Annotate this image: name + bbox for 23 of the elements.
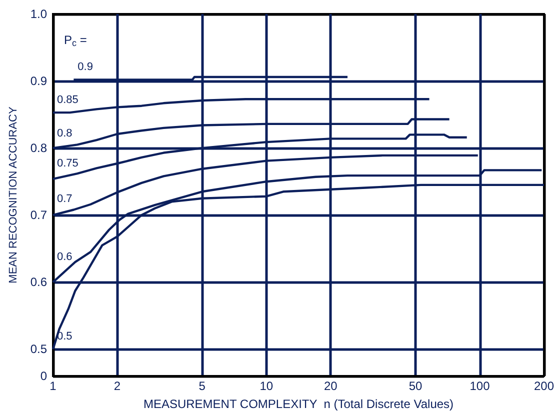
y-tick-label: 1.0	[30, 7, 48, 21]
series-label: 0.7	[57, 192, 72, 205]
x-axis-title: MEASUREMENT COMPLEXITY n (Total Discrete Values)	[143, 397, 454, 411]
y-tick-label: 0.5	[30, 342, 48, 356]
series-label: 0.8	[57, 128, 72, 140]
series-label: 0.75	[57, 157, 78, 170]
series-label: 0.6	[57, 250, 72, 263]
y-tick-label: 0.9	[30, 74, 48, 88]
x-tick-label: 200	[534, 379, 554, 393]
y-axis-title: MEAN RECOGNITION ACCURACY	[8, 106, 20, 284]
x-tick-label: 5	[198, 379, 206, 393]
y-tick-label: 0.7	[30, 208, 48, 222]
y-tick-label: 0.6	[30, 275, 48, 290]
y-tick-label: 0.8	[30, 141, 48, 156]
x-tick-label: 50	[408, 379, 423, 393]
x-tick-label: 1	[50, 379, 57, 393]
x-tick-label: 10	[260, 379, 274, 393]
x-tick-label: 20	[324, 379, 338, 393]
x-tick-label: 100	[470, 379, 490, 393]
y-tick-label: 0	[40, 369, 48, 383]
series-label: 0.85	[57, 94, 78, 106]
x-tick-label: 2	[114, 379, 121, 393]
series-label: 0.9	[78, 61, 93, 74]
